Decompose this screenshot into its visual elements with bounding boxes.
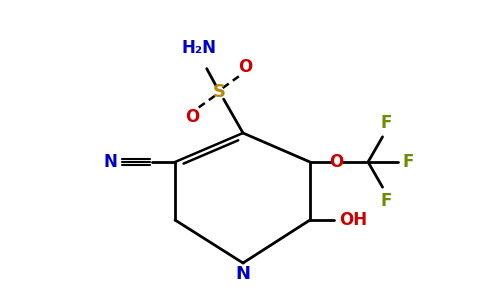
Text: O: O <box>330 153 344 171</box>
Text: S: S <box>212 83 226 101</box>
Text: N: N <box>236 266 251 284</box>
Text: N: N <box>103 153 117 171</box>
Text: H₂N: H₂N <box>182 39 217 57</box>
Text: O: O <box>185 108 200 126</box>
Text: O: O <box>238 58 252 76</box>
Text: F: F <box>403 153 414 171</box>
Text: F: F <box>381 114 392 132</box>
Text: F: F <box>381 192 392 210</box>
Text: OH: OH <box>339 211 367 229</box>
